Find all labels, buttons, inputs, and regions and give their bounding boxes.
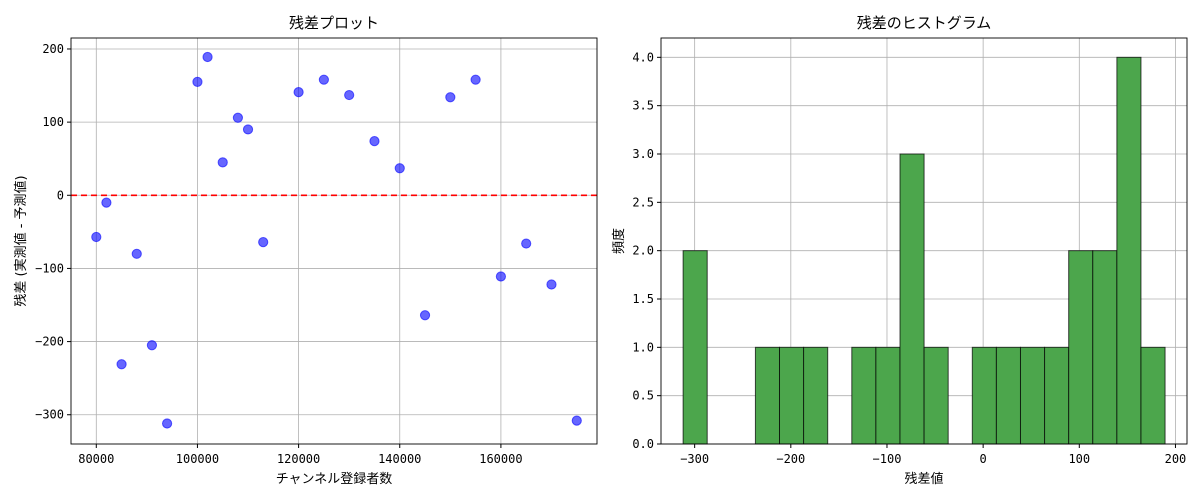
histogram-bar	[1068, 250, 1094, 445]
histogram-y-label: 頻度	[611, 228, 627, 254]
scatter-y-tick-label: 0	[57, 188, 64, 202]
scatter-point	[242, 124, 254, 135]
scatter-point	[131, 248, 142, 259]
scatter-point	[161, 418, 173, 429]
scatter-panel: 残差プロット 80000 100000 120000 140000 160000 −30…	[13, 14, 598, 487]
scatter-point	[394, 163, 405, 174]
histogram-y-tick-label: 4.0	[632, 50, 654, 64]
histogram-panel: 残差のヒストグラム −300 −200 −100 0 100 200 0.0 0.5 1.0 1…	[611, 14, 1188, 487]
scatter-point	[445, 92, 456, 103]
histogram-bars	[682, 56, 1166, 445]
scatter-point	[192, 76, 203, 87]
scatter-point	[116, 359, 127, 370]
scatter-point	[217, 157, 228, 168]
scatter-y-tick-label: −100	[35, 261, 64, 275]
histogram-y-tick-label: 0.5	[632, 389, 654, 403]
scatter-point	[258, 236, 269, 248]
scatter-point	[146, 340, 158, 351]
histogram-bar	[995, 346, 1021, 445]
scatter-x-ticks: 80000 100000 120000 140000 160000	[78, 444, 523, 466]
scatter-point	[91, 231, 102, 243]
histogram-y-tick-label: 2.5	[632, 195, 654, 209]
histogram-bar	[682, 250, 708, 445]
histogram-bar	[875, 346, 901, 445]
histogram-x-tick-label: −300	[680, 452, 709, 466]
histogram-x-tick-label: 200	[1165, 452, 1187, 466]
scatter-x-label: チャンネル登録者数	[276, 472, 393, 487]
scatter-x-tick-label: 120000	[277, 452, 320, 466]
scatter-point	[521, 238, 532, 249]
scatter-y-label: 残差 (実測値 - 予測値)	[13, 175, 29, 306]
histogram-bar	[971, 346, 997, 445]
scatter-point	[101, 197, 112, 208]
histogram-y-tick-label: 3.5	[632, 99, 654, 113]
histogram-x-tick-label: −100	[873, 452, 902, 466]
histogram-bar	[1140, 346, 1166, 445]
scatter-y-tick-label: 100	[42, 115, 64, 129]
scatter-y-tick-label: −200	[35, 335, 64, 349]
histogram-bar	[1019, 346, 1046, 445]
scatter-x-tick-label: 80000	[78, 452, 114, 466]
scatter-point	[232, 112, 244, 123]
histogram-y-tick-label: 0.0	[632, 437, 654, 451]
histogram-bar	[1116, 56, 1142, 445]
histogram-bar	[1044, 346, 1070, 445]
histogram-y-ticks: 0.0 0.5 1.0 1.5 2.0 2.5 3.0 3.5 4.0	[632, 50, 661, 451]
histogram-x-tick-label: −200	[776, 452, 805, 466]
histogram-y-tick-label: 1.5	[632, 292, 654, 306]
scatter-y-ticks: −300 −200 −100 0 100 200	[35, 42, 71, 422]
histogram-x-label: 残差値	[904, 471, 943, 487]
scatter-x-tick-label: 160000	[479, 452, 522, 466]
histogram-y-tick-label: 3.0	[632, 147, 654, 161]
histogram-bar	[779, 346, 805, 445]
scatter-x-tick-label: 100000	[176, 452, 219, 466]
histogram-y-tick-label: 1.0	[632, 340, 654, 354]
scatter-points	[91, 51, 582, 429]
histogram-title: 残差のヒストグラム	[857, 14, 992, 32]
histogram-bar	[923, 346, 949, 445]
scatter-point	[470, 74, 481, 85]
scatter-y-tick-label: −300	[35, 408, 64, 422]
scatter-point	[202, 51, 213, 63]
histogram-x-tick-label: 100	[1068, 452, 1090, 466]
histogram-bar	[803, 346, 829, 445]
histogram-bar	[851, 346, 877, 445]
histogram-plot-area	[660, 37, 1188, 445]
scatter-title: 残差プロット	[289, 14, 379, 32]
scatter-point	[344, 89, 355, 101]
scatter-point	[293, 87, 304, 98]
histogram-bar	[1092, 250, 1118, 445]
histogram-bar	[899, 153, 925, 445]
scatter-x-tick-label: 140000	[378, 452, 421, 466]
scatter-y-tick-label: 200	[42, 42, 64, 56]
scatter-point	[546, 279, 557, 290]
histogram-y-tick-label: 2.0	[632, 244, 654, 258]
scatter-point	[369, 136, 380, 147]
histogram-bar	[754, 346, 781, 445]
scatter-plot-area	[70, 37, 598, 445]
scatter-grid	[71, 38, 597, 444]
histogram-x-tick-label: 0	[980, 452, 987, 466]
histogram-x-ticks: −300 −200 −100 0 100 200	[680, 444, 1186, 466]
scatter-point	[318, 74, 329, 85]
scatter-point	[419, 310, 431, 321]
scatter-point	[495, 271, 507, 282]
scatter-point	[571, 415, 582, 426]
